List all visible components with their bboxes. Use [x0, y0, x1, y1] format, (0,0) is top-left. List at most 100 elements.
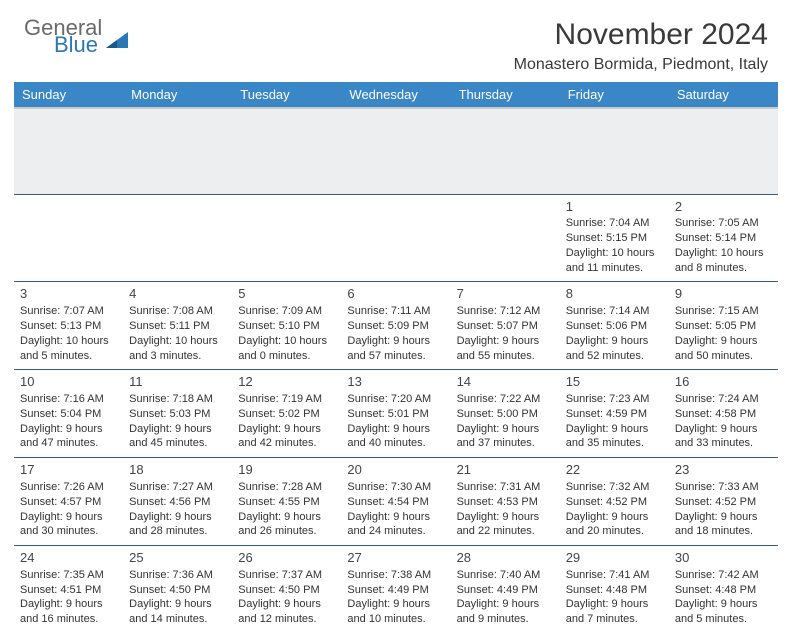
title-block: November 2024 Monastero Bormida, Piedmon… [514, 18, 768, 74]
day-number: 11 [129, 373, 226, 391]
sunset-text: Sunset: 5:10 PM [238, 319, 335, 334]
day-number: 18 [129, 461, 226, 479]
brand-triangle-icon [106, 32, 128, 48]
calendar-day-cell: 27Sunrise: 7:38 AMSunset: 4:49 PMDayligh… [341, 546, 450, 633]
sunset-text: Sunset: 5:11 PM [129, 319, 226, 334]
sunrise-text: Sunrise: 7:24 AM [675, 392, 772, 407]
daylight-text: Daylight: 9 hours and 55 minutes. [457, 334, 554, 364]
calendar-day-cell: 26Sunrise: 7:37 AMSunset: 4:50 PMDayligh… [232, 546, 341, 633]
calendar-day-cell: 14Sunrise: 7:22 AMSunset: 5:00 PMDayligh… [451, 370, 560, 458]
brand-text-blue: Blue [54, 35, 102, 56]
sunrise-text: Sunrise: 7:04 AM [566, 216, 663, 231]
sunrise-text: Sunrise: 7:35 AM [20, 568, 117, 583]
day-number: 5 [238, 285, 335, 303]
sunset-text: Sunset: 4:48 PM [675, 583, 772, 598]
sunrise-text: Sunrise: 7:31 AM [457, 480, 554, 495]
brand-logo: General Blue [24, 18, 128, 56]
calendar-day-cell: 20Sunrise: 7:30 AMSunset: 4:54 PMDayligh… [341, 458, 450, 546]
calendar-day-cell: 10Sunrise: 7:16 AMSunset: 5:04 PMDayligh… [14, 370, 123, 458]
month-title: November 2024 [514, 18, 768, 52]
sunrise-text: Sunrise: 7:05 AM [675, 216, 772, 231]
daylight-text: Daylight: 9 hours and 33 minutes. [675, 422, 772, 452]
day-number: 12 [238, 373, 335, 391]
sunrise-text: Sunrise: 7:08 AM [129, 304, 226, 319]
calendar-day-cell: 2Sunrise: 7:05 AMSunset: 5:14 PMDaylight… [669, 194, 778, 282]
calendar-day-cell: 1Sunrise: 7:04 AMSunset: 5:15 PMDaylight… [560, 194, 669, 282]
daylight-text: Daylight: 10 hours and 0 minutes. [238, 334, 335, 364]
sunrise-text: Sunrise: 7:16 AM [20, 392, 117, 407]
day-number: 22 [566, 461, 663, 479]
sunset-text: Sunset: 4:52 PM [566, 495, 663, 510]
day-number: 13 [347, 373, 444, 391]
sunrise-text: Sunrise: 7:40 AM [457, 568, 554, 583]
day-number: 27 [347, 549, 444, 567]
calendar-empty-cell [232, 194, 341, 282]
daylight-text: Daylight: 9 hours and 18 minutes. [675, 510, 772, 540]
day-number: 6 [347, 285, 444, 303]
day-number: 2 [675, 198, 772, 216]
weekday-header: Saturday [669, 82, 778, 108]
sunrise-text: Sunrise: 7:23 AM [566, 392, 663, 407]
day-number: 1 [566, 198, 663, 216]
calendar-day-cell: 17Sunrise: 7:26 AMSunset: 4:57 PMDayligh… [14, 458, 123, 546]
calendar-day-cell: 21Sunrise: 7:31 AMSunset: 4:53 PMDayligh… [451, 458, 560, 546]
day-number: 7 [457, 285, 554, 303]
daylight-text: Daylight: 9 hours and 47 minutes. [20, 422, 117, 452]
sunset-text: Sunset: 5:01 PM [347, 407, 444, 422]
calendar-week-row: 3Sunrise: 7:07 AMSunset: 5:13 PMDaylight… [14, 282, 778, 370]
sunrise-text: Sunrise: 7:37 AM [238, 568, 335, 583]
weekday-header: Friday [560, 82, 669, 108]
sunrise-text: Sunrise: 7:32 AM [566, 480, 663, 495]
daylight-text: Daylight: 9 hours and 57 minutes. [347, 334, 444, 364]
sunrise-text: Sunrise: 7:30 AM [347, 480, 444, 495]
sunset-text: Sunset: 4:50 PM [129, 583, 226, 598]
sunset-text: Sunset: 5:02 PM [238, 407, 335, 422]
calendar-day-cell: 9Sunrise: 7:15 AMSunset: 5:05 PMDaylight… [669, 282, 778, 370]
calendar-day-cell: 15Sunrise: 7:23 AMSunset: 4:59 PMDayligh… [560, 370, 669, 458]
weekday-header: Tuesday [232, 82, 341, 108]
calendar-table: SundayMondayTuesdayWednesdayThursdayFrid… [14, 82, 778, 633]
daylight-text: Daylight: 9 hours and 52 minutes. [566, 334, 663, 364]
calendar-day-cell: 3Sunrise: 7:07 AMSunset: 5:13 PMDaylight… [14, 282, 123, 370]
calendar-day-cell: 5Sunrise: 7:09 AMSunset: 5:10 PMDaylight… [232, 282, 341, 370]
daylight-text: Daylight: 9 hours and 42 minutes. [238, 422, 335, 452]
sunset-text: Sunset: 5:00 PM [457, 407, 554, 422]
daylight-text: Daylight: 9 hours and 24 minutes. [347, 510, 444, 540]
weekday-header: Wednesday [341, 82, 450, 108]
calendar-day-cell: 30Sunrise: 7:42 AMSunset: 4:48 PMDayligh… [669, 546, 778, 633]
daylight-text: Daylight: 9 hours and 37 minutes. [457, 422, 554, 452]
calendar-day-cell: 4Sunrise: 7:08 AMSunset: 5:11 PMDaylight… [123, 282, 232, 370]
sunset-text: Sunset: 4:52 PM [675, 495, 772, 510]
calendar-day-cell: 6Sunrise: 7:11 AMSunset: 5:09 PMDaylight… [341, 282, 450, 370]
sunrise-text: Sunrise: 7:26 AM [20, 480, 117, 495]
calendar-day-cell: 18Sunrise: 7:27 AMSunset: 4:56 PMDayligh… [123, 458, 232, 546]
sunset-text: Sunset: 4:56 PM [129, 495, 226, 510]
daylight-text: Daylight: 9 hours and 9 minutes. [457, 597, 554, 627]
sunset-text: Sunset: 5:14 PM [675, 231, 772, 246]
sunset-text: Sunset: 4:49 PM [347, 583, 444, 598]
sunrise-text: Sunrise: 7:38 AM [347, 568, 444, 583]
daylight-text: Daylight: 9 hours and 45 minutes. [129, 422, 226, 452]
sunset-text: Sunset: 4:49 PM [457, 583, 554, 598]
day-number: 10 [20, 373, 117, 391]
daylight-text: Daylight: 9 hours and 30 minutes. [20, 510, 117, 540]
sunrise-text: Sunrise: 7:33 AM [675, 480, 772, 495]
calendar-week-row: 1Sunrise: 7:04 AMSunset: 5:15 PMDaylight… [14, 194, 778, 282]
sunset-text: Sunset: 5:09 PM [347, 319, 444, 334]
sunrise-text: Sunrise: 7:41 AM [566, 568, 663, 583]
calendar-day-cell: 13Sunrise: 7:20 AMSunset: 5:01 PMDayligh… [341, 370, 450, 458]
day-number: 26 [238, 549, 335, 567]
daylight-text: Daylight: 10 hours and 11 minutes. [566, 246, 663, 276]
daylight-text: Daylight: 9 hours and 40 minutes. [347, 422, 444, 452]
daylight-text: Daylight: 9 hours and 16 minutes. [20, 597, 117, 627]
day-number: 8 [566, 285, 663, 303]
daylight-text: Daylight: 9 hours and 7 minutes. [566, 597, 663, 627]
day-number: 29 [566, 549, 663, 567]
calendar-day-cell: 28Sunrise: 7:40 AMSunset: 4:49 PMDayligh… [451, 546, 560, 633]
calendar-day-cell: 12Sunrise: 7:19 AMSunset: 5:02 PMDayligh… [232, 370, 341, 458]
day-number: 25 [129, 549, 226, 567]
calendar-empty-cell [14, 194, 123, 282]
calendar-day-cell: 16Sunrise: 7:24 AMSunset: 4:58 PMDayligh… [669, 370, 778, 458]
daylight-text: Daylight: 9 hours and 28 minutes. [129, 510, 226, 540]
calendar-week-row: 10Sunrise: 7:16 AMSunset: 5:04 PMDayligh… [14, 370, 778, 458]
